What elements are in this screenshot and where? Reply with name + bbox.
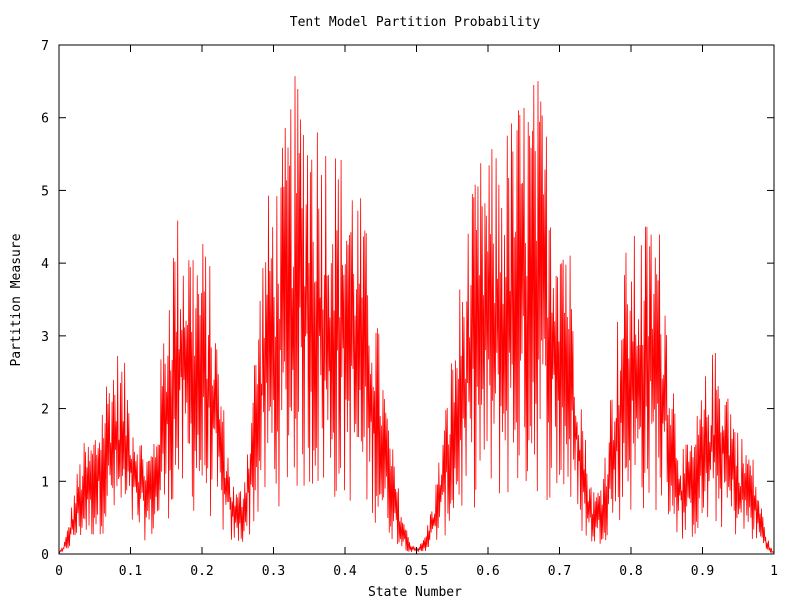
x-tick-label: 1 bbox=[770, 564, 778, 579]
y-tick-label: 2 bbox=[41, 403, 49, 418]
axis-ticks: 0 0.1 0.2 0.3 0.4 0.5 0.6 0.7 0.8 0.9 1 0 1 2 3 4 5 6 7 bbox=[41, 39, 778, 579]
plot-area bbox=[58, 76, 775, 554]
x-tick-label: 0.2 bbox=[190, 564, 213, 579]
x-axis-label: State Number bbox=[368, 585, 462, 600]
y-tick-label: 7 bbox=[41, 39, 49, 54]
y-tick-label: 0 bbox=[41, 548, 49, 563]
x-tick-label: 0.1 bbox=[119, 564, 142, 579]
x-tick-label: 0.4 bbox=[333, 564, 357, 579]
x-tick-label: 0.7 bbox=[548, 564, 571, 579]
chart-title: Tent Model Partition Probability bbox=[290, 15, 541, 30]
y-tick-label: 3 bbox=[41, 330, 49, 345]
y-tick-label: 6 bbox=[41, 112, 49, 127]
y-tick-label: 5 bbox=[41, 184, 49, 199]
x-tick-label: 0 bbox=[55, 564, 63, 579]
y-axis-label: Partition Measure bbox=[9, 233, 24, 366]
x-tick-label: 0.9 bbox=[691, 564, 714, 579]
x-tick-label: 0.8 bbox=[619, 564, 642, 579]
y-tick-label: 4 bbox=[41, 257, 49, 272]
x-tick-label: 0.5 bbox=[405, 564, 428, 579]
y-tick-label: 1 bbox=[41, 475, 49, 490]
series-line bbox=[58, 76, 775, 554]
x-tick-label: 0.6 bbox=[476, 564, 499, 579]
x-tick-label: 0.3 bbox=[262, 564, 285, 579]
